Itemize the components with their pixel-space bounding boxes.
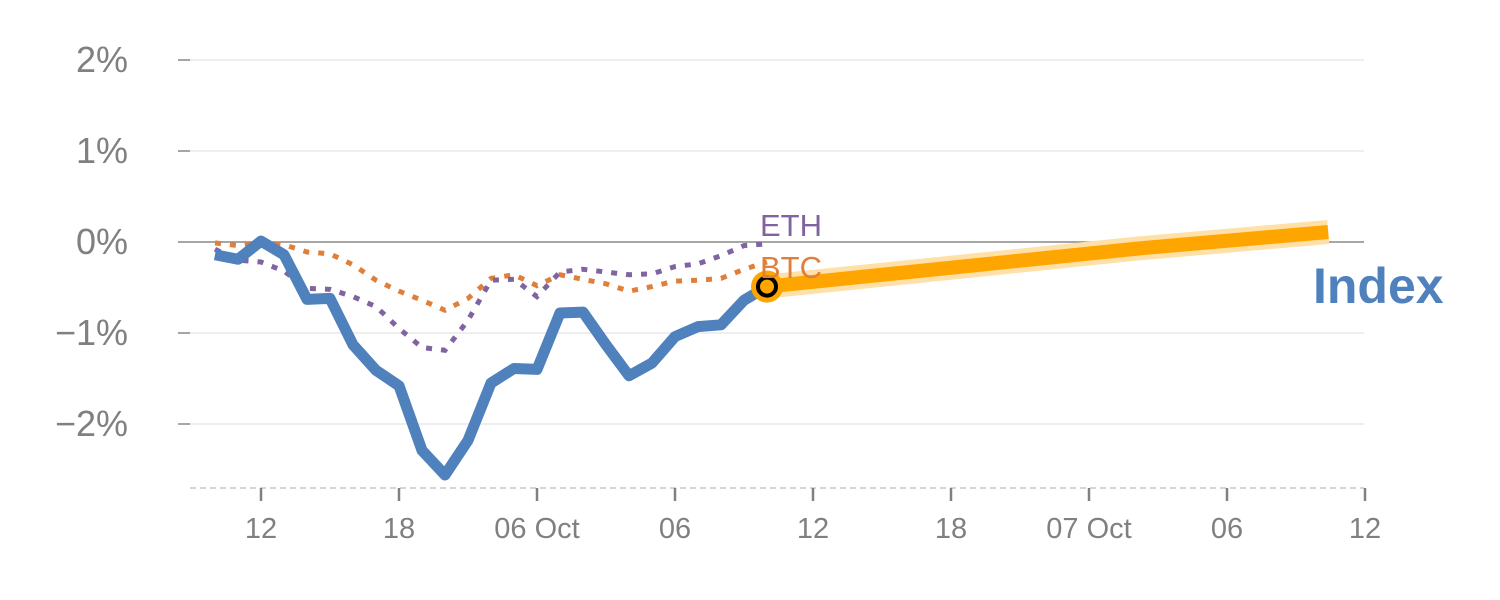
x-tick-label: 06	[659, 513, 691, 545]
index-line	[213, 235, 770, 481]
x-tick-label: 12	[245, 513, 277, 545]
x-tick-label: 18	[383, 513, 415, 545]
series-labels: ETH BTC Index	[760, 208, 1444, 314]
x-tick-label: 06	[1211, 513, 1243, 545]
y-tick-label: −2%	[55, 403, 128, 444]
x-tick-label: 12	[797, 513, 829, 545]
eth-label: ETH	[760, 208, 822, 243]
x-tick-label: 07 Oct	[1046, 513, 1131, 545]
y-axis: 2% 1% 0% −1% −2%	[55, 39, 190, 444]
gridlines	[190, 59, 1364, 425]
x-axis: 12 18 06 Oct 06 12 18 07 Oct 06 12	[190, 487, 1381, 545]
y-tick-label: 0%	[76, 221, 128, 262]
y-tick-label: −1%	[55, 312, 128, 353]
x-tick-label: 06 Oct	[494, 513, 579, 545]
eth-line	[213, 241, 768, 353]
index-label: Index	[1313, 258, 1444, 314]
x-tick-label: 12	[1349, 513, 1381, 545]
current-point-marker	[751, 270, 783, 303]
btc-line	[214, 239, 768, 314]
btc-label: BTC	[760, 250, 822, 285]
forecast-line	[766, 225, 1329, 294]
y-tick-label: 1%	[76, 130, 128, 171]
x-tick-label: 18	[935, 513, 967, 545]
series-lines	[213, 220, 1330, 481]
current-point-ring	[756, 275, 778, 298]
y-tick-label: 2%	[76, 39, 128, 80]
